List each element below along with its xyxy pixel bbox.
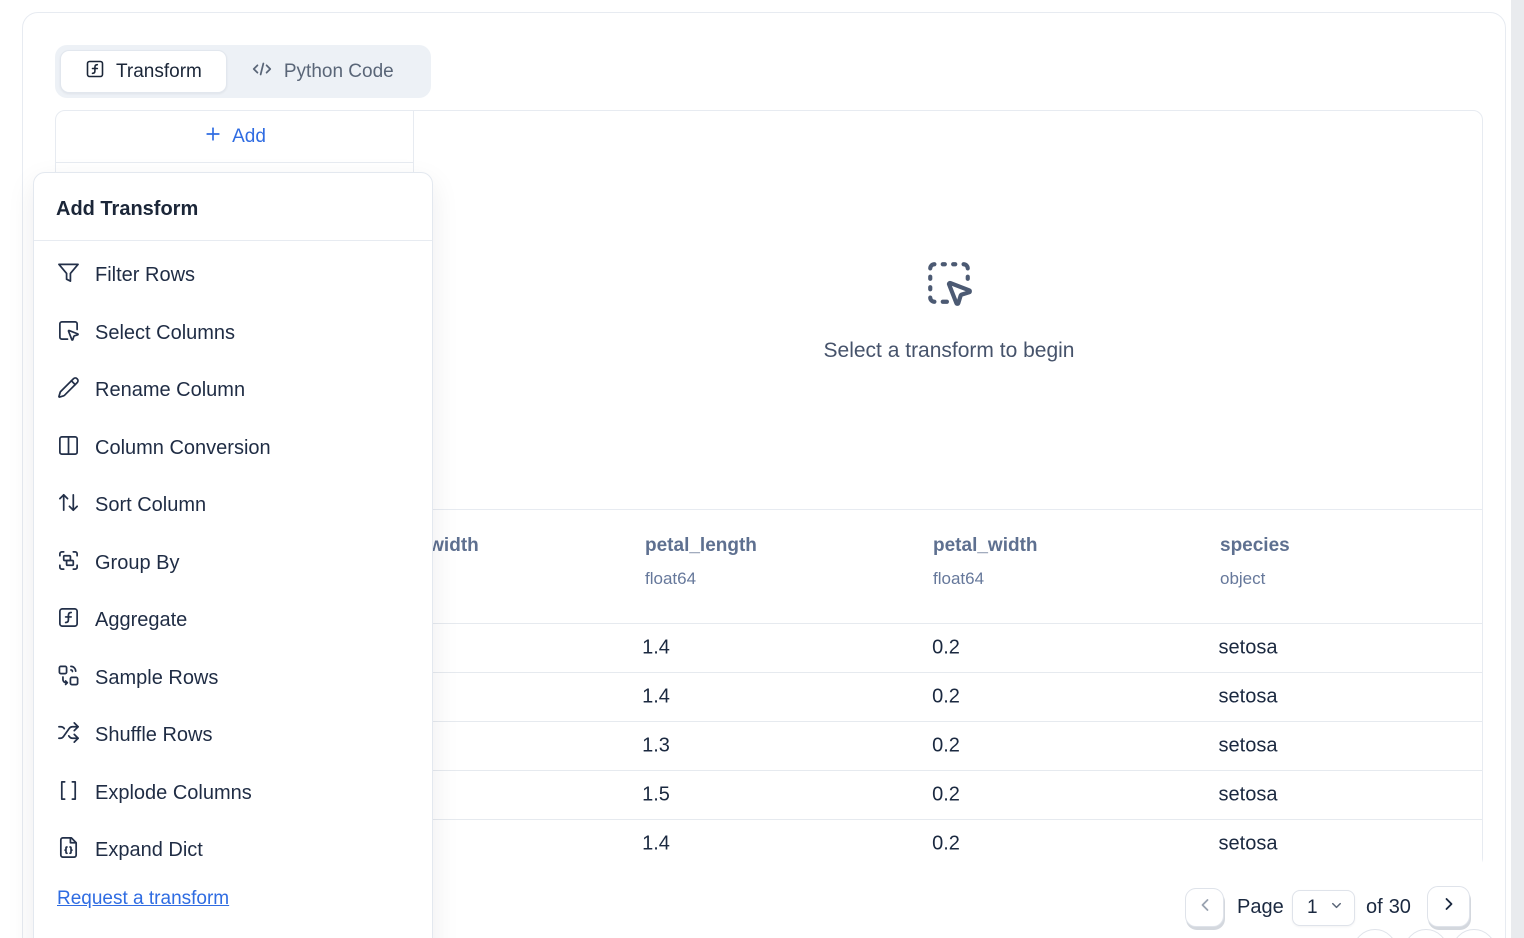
menu-title: Add Transform xyxy=(56,198,199,220)
page-select-value: 1 xyxy=(1307,897,1318,918)
menu-item-sample-rows[interactable]: Sample Rows xyxy=(34,650,432,708)
columns-icon xyxy=(57,434,80,463)
cell-petal-length: 1.4 xyxy=(642,636,670,659)
file-json-icon xyxy=(57,836,80,865)
column-dtype-species: object xyxy=(1220,569,1266,588)
tab-transform-label: Transform xyxy=(116,60,202,82)
arrow-up-down-icon xyxy=(57,491,80,520)
chevron-right-icon xyxy=(1439,894,1459,919)
shuffle-icon xyxy=(57,721,80,750)
menu-item-label: Column Conversion xyxy=(95,436,271,459)
cell-species: setosa xyxy=(1218,734,1278,757)
tab-transform[interactable]: Transform xyxy=(60,50,227,93)
page-select[interactable]: 1 xyxy=(1292,890,1355,926)
plus-icon xyxy=(203,124,223,150)
menu-item-label: Sort Column xyxy=(95,494,207,517)
prev-page-button[interactable] xyxy=(1185,888,1224,927)
menu-item-label: Shuffle Rows xyxy=(95,724,213,747)
menu-item-rename-column[interactable]: Rename Column xyxy=(34,362,432,420)
chevron-down-icon xyxy=(1329,897,1344,919)
code-icon xyxy=(251,58,273,86)
cell-petal-width: 0.2 xyxy=(932,636,960,659)
add-button-label: Add xyxy=(232,125,266,147)
sample-replace-icon xyxy=(57,664,80,693)
menu-item-label: Filter Rows xyxy=(95,264,196,287)
tab-python-code[interactable]: Python Code xyxy=(227,50,418,93)
pencil-icon xyxy=(57,376,80,405)
menu-item-label: Aggregate xyxy=(95,609,188,632)
funnel-icon xyxy=(57,261,80,290)
empty-state-text: Select a transform to begin xyxy=(823,338,1075,362)
column-header-petal-width: petal_width xyxy=(933,535,1038,556)
menu-item-label: Explode Columns xyxy=(95,781,252,804)
column-dtype-petal-width: float64 xyxy=(933,569,985,588)
tab-python-code-label: Python Code xyxy=(283,60,394,82)
cell-petal-length: 1.4 xyxy=(642,685,670,708)
brackets-icon xyxy=(57,779,80,808)
cell-petal-width: 0.2 xyxy=(932,783,960,806)
cell-petal-width: 0.2 xyxy=(932,685,960,708)
menu-item-label: Rename Column xyxy=(95,379,246,402)
function-square-icon xyxy=(57,606,80,635)
menu-item-shuffle-rows[interactable]: Shuffle Rows xyxy=(34,707,432,765)
column-header-petal-length: petal_length xyxy=(645,535,757,556)
cell-species: setosa xyxy=(1218,832,1278,855)
page-label: Page xyxy=(1237,896,1284,918)
menu-item-sort-column[interactable]: Sort Column xyxy=(34,477,432,535)
tab-bar: Transform Python Code xyxy=(55,45,431,98)
chevron-left-icon xyxy=(1195,895,1215,920)
menu-list: Filter Rows Select Columns xyxy=(34,241,432,910)
menu-item-expand-dict[interactable]: Expand Dict xyxy=(34,822,432,880)
menu-item-group-by[interactable]: Group By xyxy=(34,535,432,593)
menu-item-filter-rows[interactable]: Filter Rows xyxy=(34,247,432,305)
cell-petal-length: 1.3 xyxy=(642,734,670,757)
menu-item-label: Expand Dict xyxy=(95,839,203,862)
cell-species: setosa xyxy=(1218,685,1278,708)
add-transform-menu: Add Transform Filter Rows Select xyxy=(33,172,433,938)
menu-item-label: Sample Rows xyxy=(95,666,219,689)
cell-petal-length: 1.5 xyxy=(642,783,670,806)
menu-item-label: Select Columns xyxy=(95,321,236,344)
function-square-icon xyxy=(85,59,105,85)
menu-item-aggregate[interactable]: Aggregate xyxy=(34,592,432,650)
request-transform-link[interactable]: Request a transform xyxy=(57,887,230,909)
menu-item-label: Group By xyxy=(95,551,180,574)
panel-divider xyxy=(56,509,1482,510)
cell-species: setosa xyxy=(1218,783,1278,806)
cell-petal-width: 0.2 xyxy=(932,734,960,757)
column-dtype-petal-length: float64 xyxy=(645,569,697,588)
cell-petal-length: 1.4 xyxy=(642,832,670,855)
cell-species: setosa xyxy=(1218,636,1278,659)
cell-petal-width: 0.2 xyxy=(932,832,960,855)
page-total: of 30 xyxy=(1366,896,1411,919)
of-label: of xyxy=(1366,896,1383,918)
dashed-square-mouse-pointer-icon xyxy=(924,258,974,313)
menu-divider xyxy=(34,240,432,241)
menu-item-explode-columns[interactable]: Explode Columns xyxy=(34,765,432,823)
add-transform-button[interactable]: Add xyxy=(56,111,413,163)
menu-item-select-columns[interactable]: Select Columns xyxy=(34,305,432,363)
square-mouse-pointer-icon xyxy=(57,319,80,348)
column-header-species: species xyxy=(1220,535,1290,556)
menu-item-column-conversion[interactable]: Column Conversion xyxy=(34,420,432,478)
empty-state: Select a transform to begin xyxy=(414,111,1484,509)
next-page-button[interactable] xyxy=(1427,886,1470,927)
scrollbar-track[interactable] xyxy=(1511,0,1524,938)
total-pages: 30 xyxy=(1388,896,1411,918)
object-group-icon xyxy=(57,549,80,578)
